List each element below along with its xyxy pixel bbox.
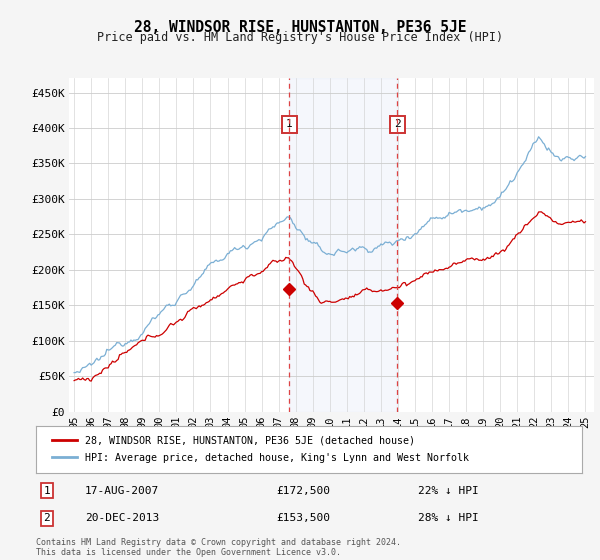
Text: 20-DEC-2013: 20-DEC-2013 <box>85 514 160 524</box>
Text: 17-AUG-2007: 17-AUG-2007 <box>85 486 160 496</box>
Text: 22% ↓ HPI: 22% ↓ HPI <box>418 486 479 496</box>
Text: 28, WINDSOR RISE, HUNSTANTON, PE36 5JE: 28, WINDSOR RISE, HUNSTANTON, PE36 5JE <box>134 20 466 35</box>
Text: £172,500: £172,500 <box>276 486 330 496</box>
Text: 1: 1 <box>44 486 50 496</box>
Bar <box>289 78 397 412</box>
Legend: 28, WINDSOR RISE, HUNSTANTON, PE36 5JE (detached house), HPI: Average price, det: 28, WINDSOR RISE, HUNSTANTON, PE36 5JE (… <box>46 430 475 469</box>
Text: 2: 2 <box>44 514 50 524</box>
Text: Price paid vs. HM Land Registry's House Price Index (HPI): Price paid vs. HM Land Registry's House … <box>97 31 503 44</box>
Text: Contains HM Land Registry data © Crown copyright and database right 2024.
This d: Contains HM Land Registry data © Crown c… <box>36 538 401 557</box>
Text: 28% ↓ HPI: 28% ↓ HPI <box>418 514 479 524</box>
Text: 1: 1 <box>286 119 293 129</box>
Text: £153,500: £153,500 <box>276 514 330 524</box>
Text: 2: 2 <box>394 119 401 129</box>
